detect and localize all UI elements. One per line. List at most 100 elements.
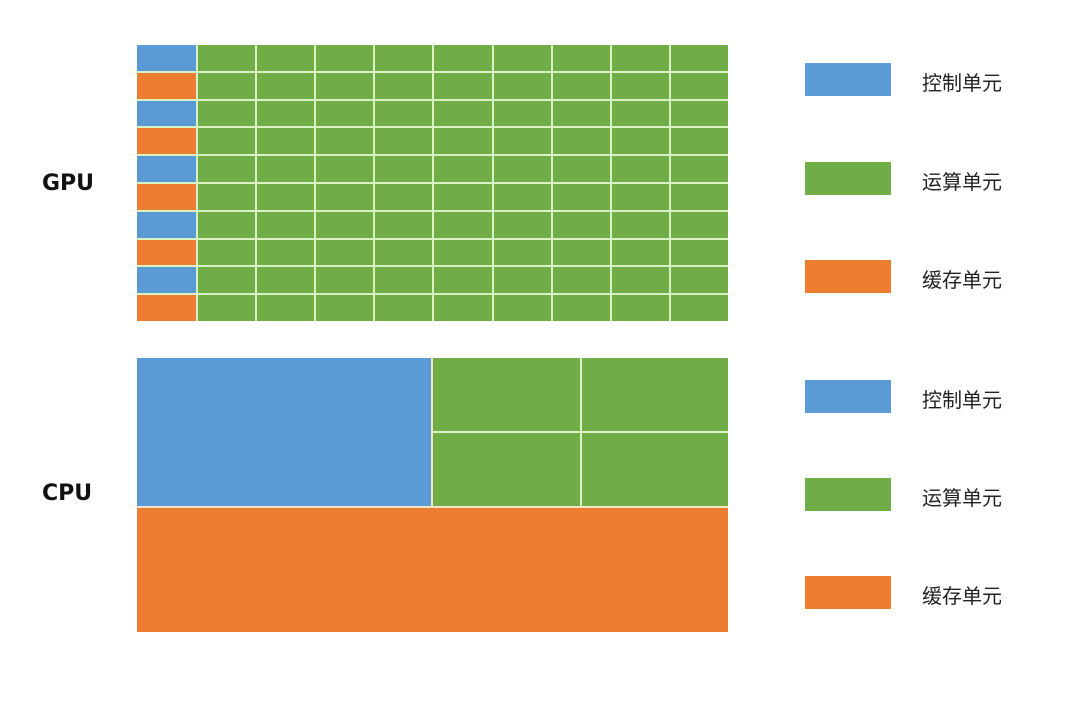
- gpu-alu-unit: [316, 267, 374, 294]
- cpu-block-diagram: [137, 358, 728, 632]
- gpu-alu-unit: [670, 267, 728, 294]
- gpu-alu-unit: [257, 45, 315, 71]
- gpu-alu-unit: [257, 267, 315, 294]
- gpu-alu-unit: [670, 211, 728, 238]
- legend-swatch-control: [805, 63, 891, 96]
- gpu-alu-unit: [316, 45, 374, 71]
- gpu-alu-unit: [552, 156, 610, 182]
- cpu-legend-cache: 缓存单元: [805, 576, 1055, 609]
- legend-text: 运算单元: [922, 170, 1002, 194]
- legend-text: 运算单元: [922, 486, 1002, 510]
- gpu-alu-unit: [611, 128, 669, 155]
- gpu-alu-unit: [375, 239, 433, 266]
- gpu-control-unit: [137, 211, 196, 238]
- cpu-alu-unit: [581, 433, 728, 506]
- legend-text: 控制单元: [922, 71, 1002, 95]
- gpu-alu-unit: [552, 239, 610, 266]
- gpu-cache-unit: [137, 295, 196, 321]
- gpu-alu-unit: [493, 128, 551, 155]
- gpu-alu-unit: [493, 100, 551, 127]
- gpu-alu-unit: [493, 72, 551, 99]
- gpu-alu-unit: [611, 45, 669, 71]
- gpu-alu-unit: [434, 156, 492, 182]
- gpu-alu-unit: [316, 72, 374, 99]
- gpu-alu-unit: [493, 239, 551, 266]
- gpu-control-unit: [137, 267, 196, 294]
- gpu-alu-unit: [375, 295, 433, 321]
- gpu-alu-unit: [198, 156, 256, 182]
- gpu-alu-unit: [552, 45, 610, 71]
- gpu-alu-unit: [316, 100, 374, 127]
- gpu-alu-unit: [493, 45, 551, 71]
- gpu-alu-unit: [257, 100, 315, 127]
- gpu-control-unit: [137, 45, 196, 71]
- gpu-alu-unit: [257, 72, 315, 99]
- gpu-alu-unit: [493, 295, 551, 321]
- cpu-legend-control: 控制单元: [805, 380, 1055, 413]
- gpu-alu-unit: [198, 128, 256, 155]
- gpu-alu-unit: [611, 100, 669, 127]
- gpu-alu-unit: [552, 100, 610, 127]
- gpu-alu-unit: [198, 211, 256, 238]
- cpu-cache-unit: [137, 508, 728, 632]
- gpu-alu-unit: [670, 183, 728, 210]
- gpu-alu-unit: [434, 211, 492, 238]
- gpu-block-diagram: [137, 45, 728, 321]
- gpu-alu-unit: [552, 128, 610, 155]
- gpu-alu-unit: [434, 267, 492, 294]
- gpu-alu-unit: [316, 128, 374, 155]
- cpu-label: CPU: [42, 481, 93, 506]
- gpu-alu-unit: [670, 72, 728, 99]
- gpu-alu-unit: [375, 156, 433, 182]
- gpu-alu-unit: [434, 239, 492, 266]
- gpu-alu-unit: [375, 72, 433, 99]
- gpu-alu-unit: [670, 156, 728, 182]
- gpu-alu-unit: [611, 267, 669, 294]
- gpu-alu-unit: [611, 156, 669, 182]
- legend-swatch-alu: [805, 162, 891, 195]
- legend-text: 控制单元: [922, 388, 1002, 412]
- gpu-alu-unit: [198, 239, 256, 266]
- gpu-alu-unit: [670, 100, 728, 127]
- gpu-alu-unit: [611, 72, 669, 99]
- gpu-alu-unit: [434, 100, 492, 127]
- gpu-alu-unit: [375, 267, 433, 294]
- legend-swatch-alu: [805, 478, 891, 511]
- gpu-alu-unit: [198, 45, 256, 71]
- legend-swatch-cache: [805, 260, 891, 293]
- gpu-alu-unit: [493, 156, 551, 182]
- gpu-alu-unit: [375, 128, 433, 155]
- gpu-alu-unit: [434, 45, 492, 71]
- gpu-alu-unit: [257, 156, 315, 182]
- gpu-alu-unit: [375, 183, 433, 210]
- gpu-cache-unit: [137, 239, 196, 266]
- gpu-alu-unit: [198, 100, 256, 127]
- cpu-alu-group: [433, 358, 728, 506]
- gpu-alu-unit: [375, 45, 433, 71]
- gpu-alu-unit: [611, 211, 669, 238]
- legend-swatch-control: [805, 380, 891, 413]
- gpu-alu-unit: [198, 295, 256, 321]
- gpu-alu-unit: [611, 183, 669, 210]
- gpu-cache-unit: [137, 183, 196, 210]
- gpu-legend-cache: 缓存单元: [805, 260, 1055, 293]
- gpu-alu-unit: [611, 295, 669, 321]
- gpu-alu-unit: [257, 295, 315, 321]
- legend-text: 缓存单元: [922, 584, 1002, 608]
- gpu-alu-unit: [670, 295, 728, 321]
- gpu-alu-unit: [257, 211, 315, 238]
- cpu-alu-unit: [433, 433, 580, 506]
- gpu-alu-unit: [316, 183, 374, 210]
- gpu-alu-unit: [375, 211, 433, 238]
- gpu-alu-unit: [552, 211, 610, 238]
- gpu-alu-unit: [611, 239, 669, 266]
- gpu-alu-unit: [670, 45, 728, 71]
- gpu-control-unit: [137, 100, 196, 127]
- gpu-alu-unit: [552, 267, 610, 294]
- legend-text: 缓存单元: [922, 268, 1002, 292]
- gpu-alu-unit: [670, 128, 728, 155]
- gpu-control-unit: [137, 156, 196, 182]
- gpu-alu-unit: [434, 183, 492, 210]
- gpu-alu-unit: [316, 295, 374, 321]
- gpu-alu-unit: [493, 267, 551, 294]
